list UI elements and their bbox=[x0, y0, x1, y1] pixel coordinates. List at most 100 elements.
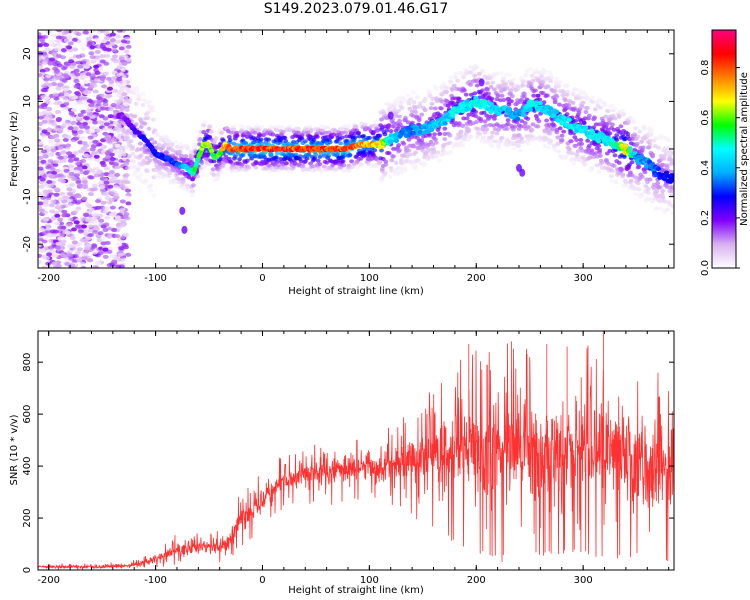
heatmap-cell bbox=[73, 220, 80, 225]
heatmap-cell bbox=[76, 258, 83, 263]
heatmap-cell bbox=[213, 136, 219, 141]
heatmap-cell bbox=[146, 126, 152, 131]
heatmap-cell bbox=[161, 174, 167, 179]
heatmap-cell bbox=[44, 47, 51, 52]
heatmap-cell bbox=[350, 165, 355, 170]
heatmap-cell bbox=[373, 120, 378, 125]
heatmap-cell bbox=[498, 139, 503, 144]
heatmap-cell bbox=[43, 256, 50, 261]
heatmap-cell bbox=[38, 57, 42, 62]
heatmap-cell bbox=[82, 231, 89, 236]
heatmap-cell bbox=[58, 44, 65, 49]
heatmap-cell bbox=[401, 141, 407, 146]
heatmap-cell bbox=[127, 97, 133, 102]
heatmap-cell bbox=[51, 261, 58, 266]
heatmap-cell bbox=[435, 150, 441, 155]
heatmap-cell bbox=[482, 130, 488, 135]
heatmap-cell bbox=[437, 158, 443, 163]
heatmap-cell bbox=[47, 183, 54, 188]
heatmap-cell bbox=[485, 87, 490, 92]
heatmap-cell bbox=[103, 61, 110, 66]
heatmap-cell bbox=[320, 128, 325, 133]
heatmap-cell bbox=[44, 67, 51, 72]
heatmap-cell bbox=[527, 66, 533, 71]
heatmap-cell bbox=[49, 209, 56, 214]
heatmap-cell bbox=[648, 131, 654, 136]
heatmap-cell bbox=[69, 236, 76, 241]
heatmap-cell bbox=[510, 77, 516, 82]
heatmap-cell bbox=[509, 94, 515, 99]
heatmap-cell bbox=[46, 252, 53, 257]
colorbar-tick-label: 0.0 bbox=[700, 260, 711, 276]
heatmap-cell bbox=[80, 59, 87, 64]
heatmap-cell bbox=[109, 32, 116, 37]
heatmap-cell bbox=[94, 56, 101, 61]
heatmap-cell bbox=[227, 138, 233, 143]
heatmap-cell bbox=[119, 183, 126, 188]
heatmap-cell bbox=[148, 188, 154, 193]
heatmap-cell bbox=[191, 183, 196, 188]
heatmap-cell bbox=[103, 136, 110, 141]
heatmap-cell bbox=[123, 49, 130, 54]
heatmap-cell bbox=[66, 35, 73, 40]
snr-x-tick-label: -200 bbox=[37, 575, 60, 586]
heatmap-cell bbox=[125, 107, 130, 112]
heatmap-cell bbox=[125, 188, 132, 193]
heatmap-cell bbox=[415, 158, 421, 163]
colorbar: 0.00.20.40.60.8 Normalized spectral ampl… bbox=[700, 29, 750, 276]
heatmap-cell bbox=[91, 244, 98, 249]
heatmap-cell bbox=[55, 245, 62, 250]
heatmap-cell bbox=[537, 97, 543, 102]
heatmap-cell bbox=[108, 82, 115, 87]
heatmap-cell bbox=[199, 161, 205, 166]
heatmap-cell bbox=[99, 76, 106, 81]
heatmap-cell bbox=[475, 127, 481, 132]
heatmap-cell bbox=[494, 71, 500, 76]
heatmap-cell bbox=[80, 146, 87, 151]
heatmap-cell bbox=[433, 140, 439, 145]
heatmap-cell bbox=[557, 80, 563, 85]
heatmap-cell bbox=[472, 73, 478, 78]
heatmap-cell bbox=[38, 216, 42, 221]
heatmap-cell bbox=[38, 155, 44, 160]
heatmap-cell bbox=[431, 147, 437, 152]
heatmap-cell bbox=[60, 239, 67, 244]
heatmap-cell bbox=[537, 100, 543, 106]
heatmap-cell bbox=[87, 175, 94, 180]
heatmap-cell bbox=[578, 138, 584, 143]
heatmap-cell bbox=[101, 84, 108, 89]
heatmap-cell bbox=[67, 158, 74, 163]
spectrogram-y-tick-label: 0 bbox=[22, 146, 33, 152]
heatmap-cell bbox=[77, 64, 84, 69]
heatmap-cell bbox=[75, 54, 82, 59]
heatmap-cell bbox=[480, 127, 486, 132]
heatmap-cell bbox=[54, 221, 61, 226]
heatmap-cell bbox=[69, 182, 76, 187]
heatmap-cell bbox=[573, 118, 579, 123]
heatmap-cell bbox=[99, 160, 106, 165]
heatmap-cell bbox=[472, 91, 478, 96]
heatmap-cell bbox=[433, 86, 439, 91]
spectrogram-heatmap bbox=[38, 30, 674, 268]
heatmap-cell bbox=[93, 154, 100, 159]
heatmap-cell bbox=[481, 110, 487, 115]
heatmap-cell bbox=[583, 125, 589, 130]
colorbar-tick-label: 0.4 bbox=[700, 160, 711, 176]
heatmap-cell bbox=[100, 200, 107, 205]
heatmap-cell bbox=[78, 129, 85, 134]
heatmap-cell bbox=[589, 148, 595, 153]
heatmap-cell bbox=[43, 77, 50, 82]
heatmap-cell bbox=[53, 233, 60, 238]
heatmap-cell bbox=[505, 121, 511, 126]
heatmap-cell bbox=[112, 88, 119, 93]
heatmap-cell bbox=[117, 133, 123, 138]
heatmap-cell bbox=[279, 125, 285, 130]
heatmap-cell bbox=[386, 123, 392, 128]
heatmap-cell bbox=[119, 88, 124, 93]
heatmap-cell bbox=[63, 91, 70, 96]
heatmap-cell bbox=[201, 123, 207, 128]
heatmap-cell bbox=[59, 191, 66, 196]
heatmap-cell bbox=[52, 127, 59, 132]
heatmap-cell bbox=[307, 124, 313, 129]
heatmap-cell bbox=[641, 126, 647, 131]
